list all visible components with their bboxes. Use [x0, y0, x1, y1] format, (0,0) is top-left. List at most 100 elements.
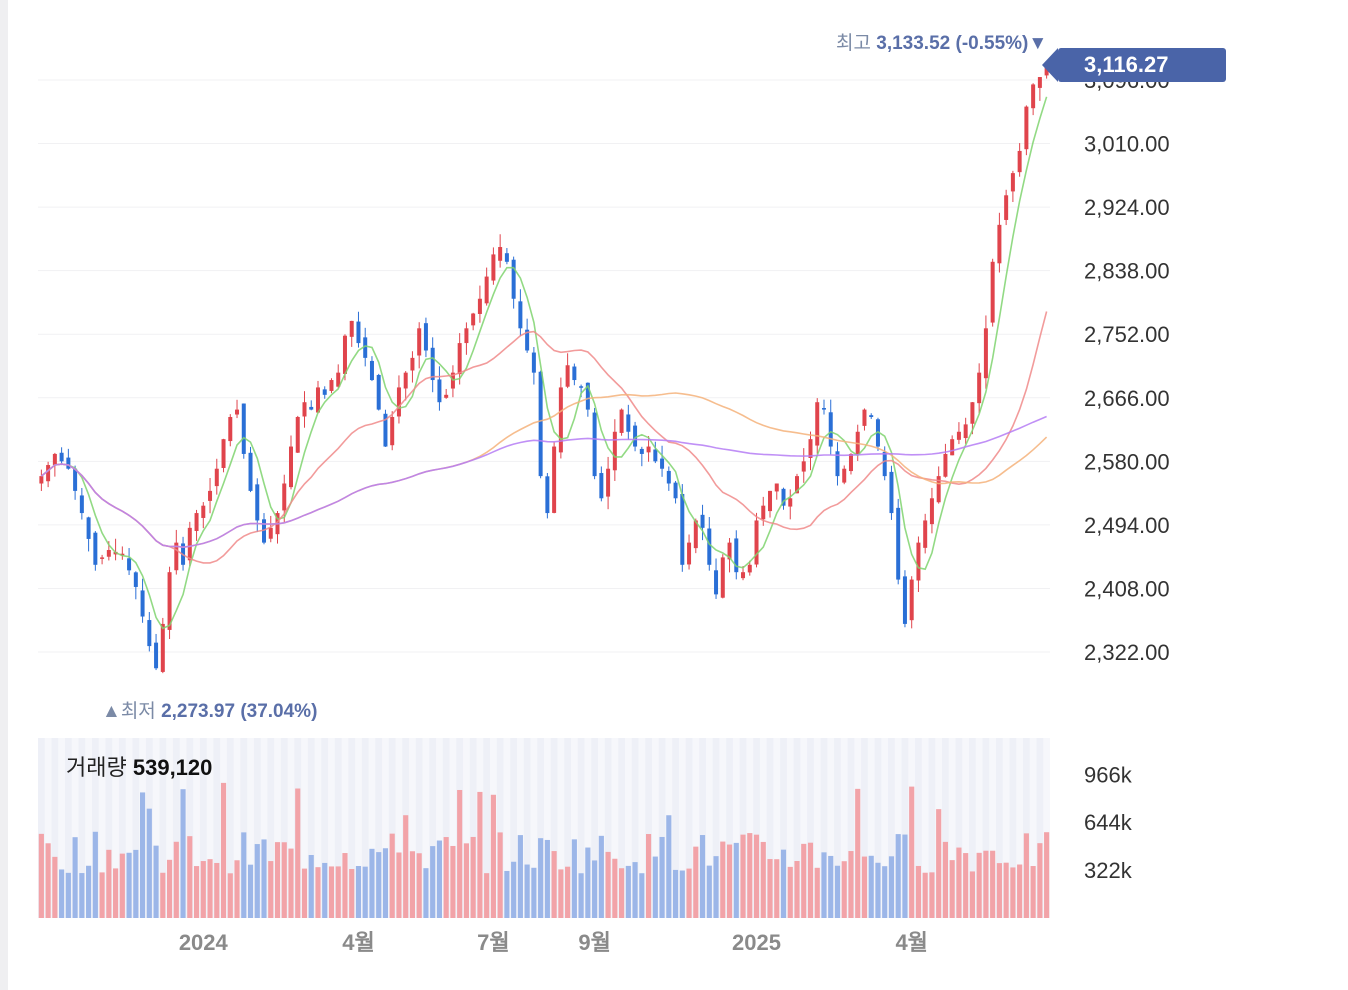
candle-up: [228, 416, 233, 442]
time-tick-label: 4월: [342, 930, 374, 955]
volume-bar: [146, 808, 152, 918]
candle-up: [396, 387, 401, 417]
candle-down: [127, 558, 132, 571]
volume-bar: [362, 866, 368, 918]
candle-up: [983, 328, 988, 379]
volume-bars: [38, 782, 1050, 918]
volume-panel-stripe: [375, 738, 383, 918]
volume-bar: [247, 864, 254, 918]
max-annotation: 최고 3,133.52 (-0.55%)▼: [836, 28, 1047, 55]
volume-panel-stripe: [766, 738, 774, 918]
volume-bar: [666, 815, 672, 918]
volume-bar: [740, 834, 746, 918]
candle-up: [235, 409, 240, 415]
current-price-value: 3,116.27: [1084, 52, 1169, 77]
volume-panel-stripe: [834, 738, 841, 918]
candle-up: [747, 564, 752, 573]
volume-panel-stripe: [159, 738, 167, 918]
volume-bar: [349, 869, 355, 918]
volume-bar: [747, 833, 753, 918]
min-annotation: ▲최저 2,273.97 (37.04%): [102, 696, 317, 723]
min-up-marker: ▲: [102, 701, 121, 722]
volume-tick-label: 644k: [1084, 810, 1133, 835]
volume-bar: [652, 856, 658, 918]
volume-bar: [241, 832, 247, 918]
volume-bar: [733, 842, 739, 918]
volume-panel-stripe: [807, 738, 814, 918]
candle-down: [369, 360, 374, 381]
volume-bar: [355, 866, 362, 918]
volume-panel-stripe: [118, 738, 126, 918]
candle-up: [342, 335, 347, 374]
volume-bar: [268, 861, 274, 918]
candle-down: [869, 415, 874, 417]
volume-bar: [403, 815, 409, 918]
volume-bar: [463, 843, 469, 918]
candle-up: [801, 461, 806, 472]
candle-up: [336, 372, 341, 387]
candle-up: [498, 247, 503, 261]
volume-bar: [767, 859, 773, 918]
volume-bar: [52, 856, 58, 918]
candle-down: [653, 449, 658, 462]
volume-bar: [227, 873, 233, 918]
volume-bar: [841, 861, 847, 918]
volume-panel-stripe: [523, 738, 531, 918]
volume-bar: [713, 856, 719, 918]
volume-title: 거래량 539,120: [66, 750, 212, 782]
price-tick-label: 2,322.00: [1084, 640, 1170, 665]
candle-down: [889, 471, 894, 514]
candle-down: [309, 406, 314, 410]
candle-up: [187, 527, 192, 561]
candle-down: [66, 457, 71, 469]
candle-up: [720, 557, 725, 598]
candle-up: [929, 498, 934, 525]
volume-bar: [497, 832, 503, 918]
volume-bar: [720, 841, 726, 918]
candle-down: [781, 488, 786, 506]
volume-bar: [322, 862, 328, 918]
candle-up: [444, 394, 449, 398]
volume-panel-stripe: [132, 738, 140, 918]
volume-bar: [274, 842, 281, 918]
volume-bar: [686, 868, 692, 918]
volume-bar: [963, 853, 969, 918]
volume-bar: [801, 843, 807, 918]
volume-bar: [990, 850, 996, 918]
volume-panel-stripe: [240, 738, 248, 918]
volume-bar: [234, 860, 240, 918]
candle-down: [633, 425, 638, 447]
candle-down: [660, 458, 665, 469]
volume-bar: [821, 852, 827, 918]
volume-bar: [1037, 843, 1043, 918]
candle-up: [464, 328, 469, 344]
volume-bar: [909, 786, 915, 918]
volume-panel-stripe: [564, 738, 571, 918]
candle-down: [248, 452, 253, 491]
candle-up: [909, 579, 914, 621]
candle-down: [626, 414, 631, 432]
volume-bar: [1044, 832, 1050, 918]
volume-bar: [726, 844, 733, 918]
candle-up: [39, 476, 44, 484]
candle-down: [133, 572, 138, 587]
max-label: 최고: [836, 33, 871, 54]
volume-bar: [605, 851, 611, 918]
candle-down: [835, 451, 840, 477]
candle-down: [93, 532, 98, 565]
candle-down: [673, 482, 678, 499]
volume-panel-stripe: [172, 738, 180, 918]
volume-panel-stripe: [496, 738, 504, 918]
volume-bar: [855, 788, 861, 918]
volume-bar: [220, 782, 227, 918]
volume-bar: [558, 869, 564, 918]
candle-up: [848, 453, 853, 472]
volume-bar: [490, 794, 496, 918]
volume-bar: [929, 872, 935, 918]
volume-bar: [807, 842, 814, 918]
volume-bar: [511, 861, 517, 918]
volume-bar: [376, 852, 382, 918]
volume-bar: [983, 850, 989, 918]
candle-down: [666, 470, 671, 484]
